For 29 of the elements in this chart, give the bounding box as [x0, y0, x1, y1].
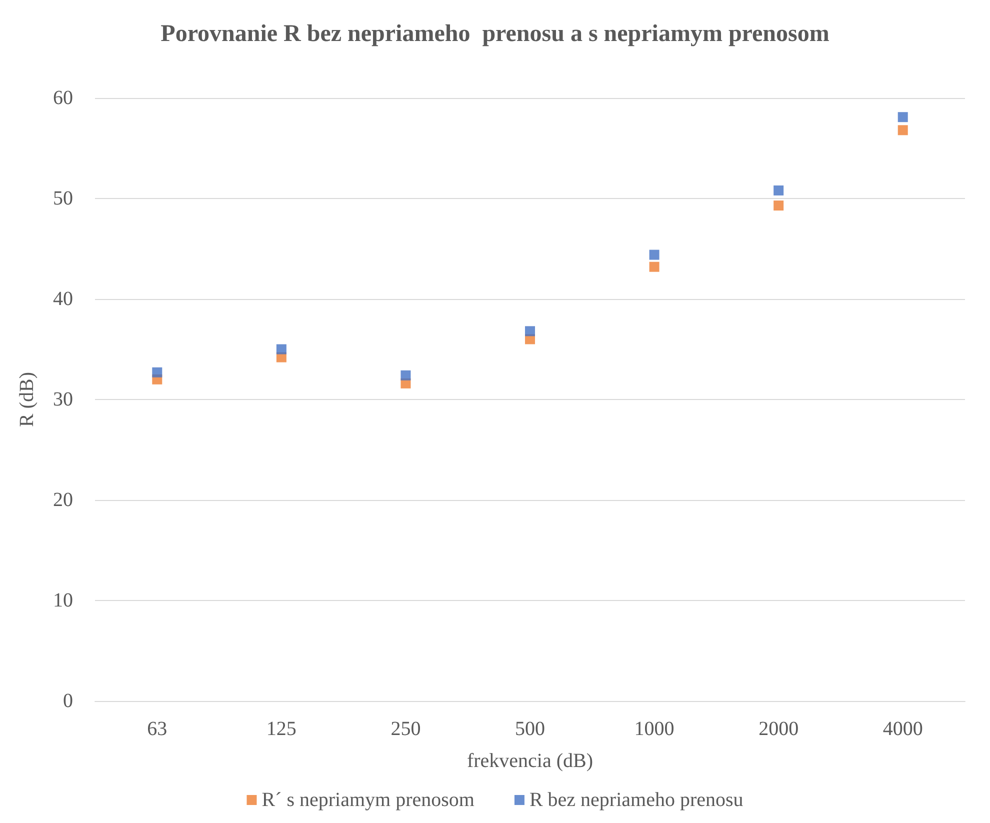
- y-axis-title: R (dB): [16, 372, 38, 427]
- x-tick-label: 250: [390, 718, 421, 740]
- legend-label: R bez nepriameho prenosu: [529, 789, 744, 811]
- y-tick-label: 10: [53, 590, 73, 612]
- y-tick-label: 60: [53, 87, 73, 109]
- y-tick-label: 50: [53, 188, 73, 210]
- y-tick-label: 40: [53, 288, 73, 310]
- x-tick-label: 2000: [758, 718, 799, 740]
- point: [774, 200, 784, 211]
- x-axis-title: frekvencia (dB): [466, 750, 594, 772]
- x-tick-label: 63: [147, 718, 168, 740]
- y-tick-label: 0: [63, 690, 73, 712]
- point: [774, 185, 784, 196]
- x-tick-label: 125: [266, 718, 296, 740]
- point: [276, 344, 286, 354]
- chart-title: Porovnanie R bez nepriameho prenosu a s nepriamym prenosom: [160, 21, 830, 47]
- x-tick-label: 1000: [634, 718, 674, 740]
- point: [152, 367, 162, 378]
- y-tick-label: 20: [53, 489, 73, 511]
- y-tick-label: 30: [53, 388, 73, 410]
- point: [898, 112, 908, 122]
- point: [400, 370, 411, 380]
- point: [649, 262, 660, 272]
- legend-label: R´ s nepriamym prenosom: [262, 789, 475, 811]
- point: [525, 326, 535, 336]
- point: [649, 250, 660, 260]
- x-tick-label: 500: [515, 718, 545, 740]
- point: [898, 125, 908, 136]
- x-tick-label: 4000: [882, 718, 923, 740]
